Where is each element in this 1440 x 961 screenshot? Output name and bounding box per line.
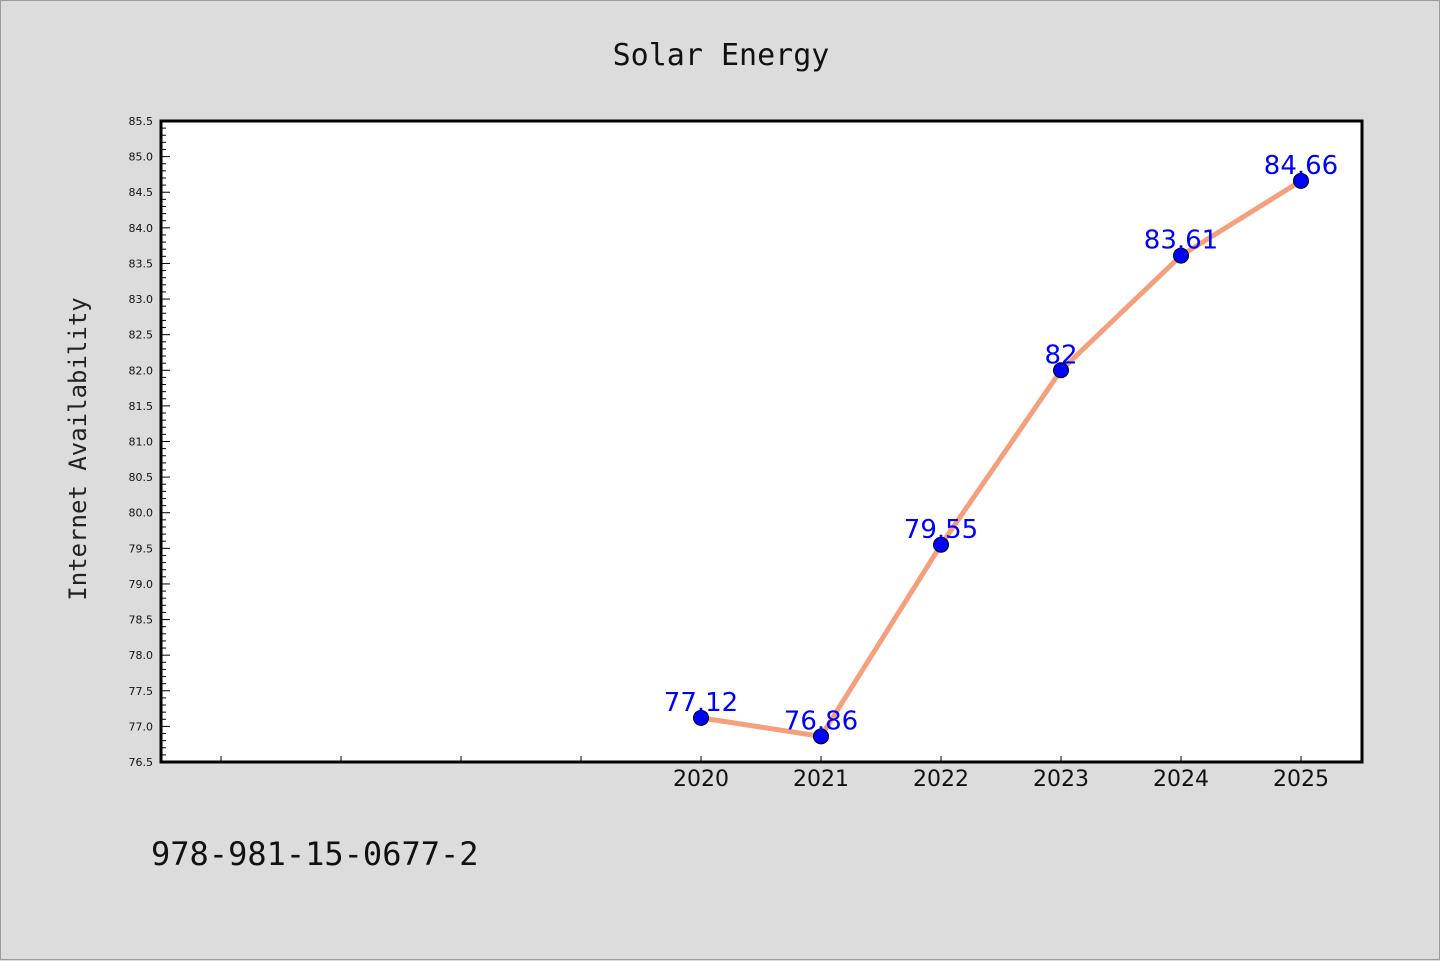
y-tick-label: 85.0 [129,151,154,164]
series-line-group [698,178,1304,739]
y-tick-label: 82.5 [129,329,154,342]
y-tick-label: 77.5 [129,685,154,698]
plot-area [159,119,1364,764]
y-axis-ticks: 76.5 77.0 77.5 78.0 78.5 79.0 79.5 80.0 80.5 81.0… [129,115,170,769]
data-point [813,728,829,745]
y-tick-label: 79.5 [129,542,154,555]
y-tick-label: 76.5 [129,756,154,769]
x-tick-label: 2022 [913,767,969,792]
y-tick-label: 81.0 [129,436,154,449]
y-tick-label: 83.5 [129,257,154,270]
x-axis-ticks: 2020 2021 2022 2023 2024 2025 [220,756,1329,792]
series-line [698,178,1304,739]
data-label: 77.12 [664,688,738,718]
data-point [1293,172,1309,189]
markers-group [693,172,1309,745]
chart-title: Solar Energy [613,38,830,73]
data-point [1053,362,1069,379]
y-tick-label: 80.5 [129,471,154,484]
y-tick-label: 77.0 [129,720,154,733]
x-tick-label: 2021 [793,767,849,792]
data-labels-group: 77.12 76.86 79.55 82 83.61 84.66 [664,151,1338,737]
y-tick-label: 78.5 [129,614,154,627]
y-tick-label: 84.5 [129,186,154,199]
y-tick-label: 78.0 [129,649,154,662]
y-tick-label: 85.5 [129,115,154,128]
y-tick-label: 84.0 [129,222,154,235]
data-label: 84.66 [1264,151,1338,181]
x-tick-label: 2023 [1033,767,1089,792]
data-point [693,709,709,726]
data-point [933,536,949,553]
y-tick-label: 80.0 [129,507,154,520]
x-tick-label: 2025 [1273,767,1329,792]
data-label: 76.86 [784,706,858,736]
isbn-text: 978-981-15-0677-2 [151,835,479,873]
data-label: 83.61 [1144,226,1218,256]
data-label: 82 [1044,340,1077,370]
y-tick-label: 81.5 [129,400,154,413]
y-tick-label: 79.0 [129,578,154,591]
y-tick-label: 83.0 [129,293,154,306]
data-point [1173,247,1189,264]
y-tick-label: 82.0 [129,364,154,377]
y-axis-label: Internet Availability [64,297,92,600]
x-tick-label: 2024 [1153,767,1209,792]
x-tick-label: 2020 [673,767,729,792]
data-label: 79.55 [904,515,978,545]
